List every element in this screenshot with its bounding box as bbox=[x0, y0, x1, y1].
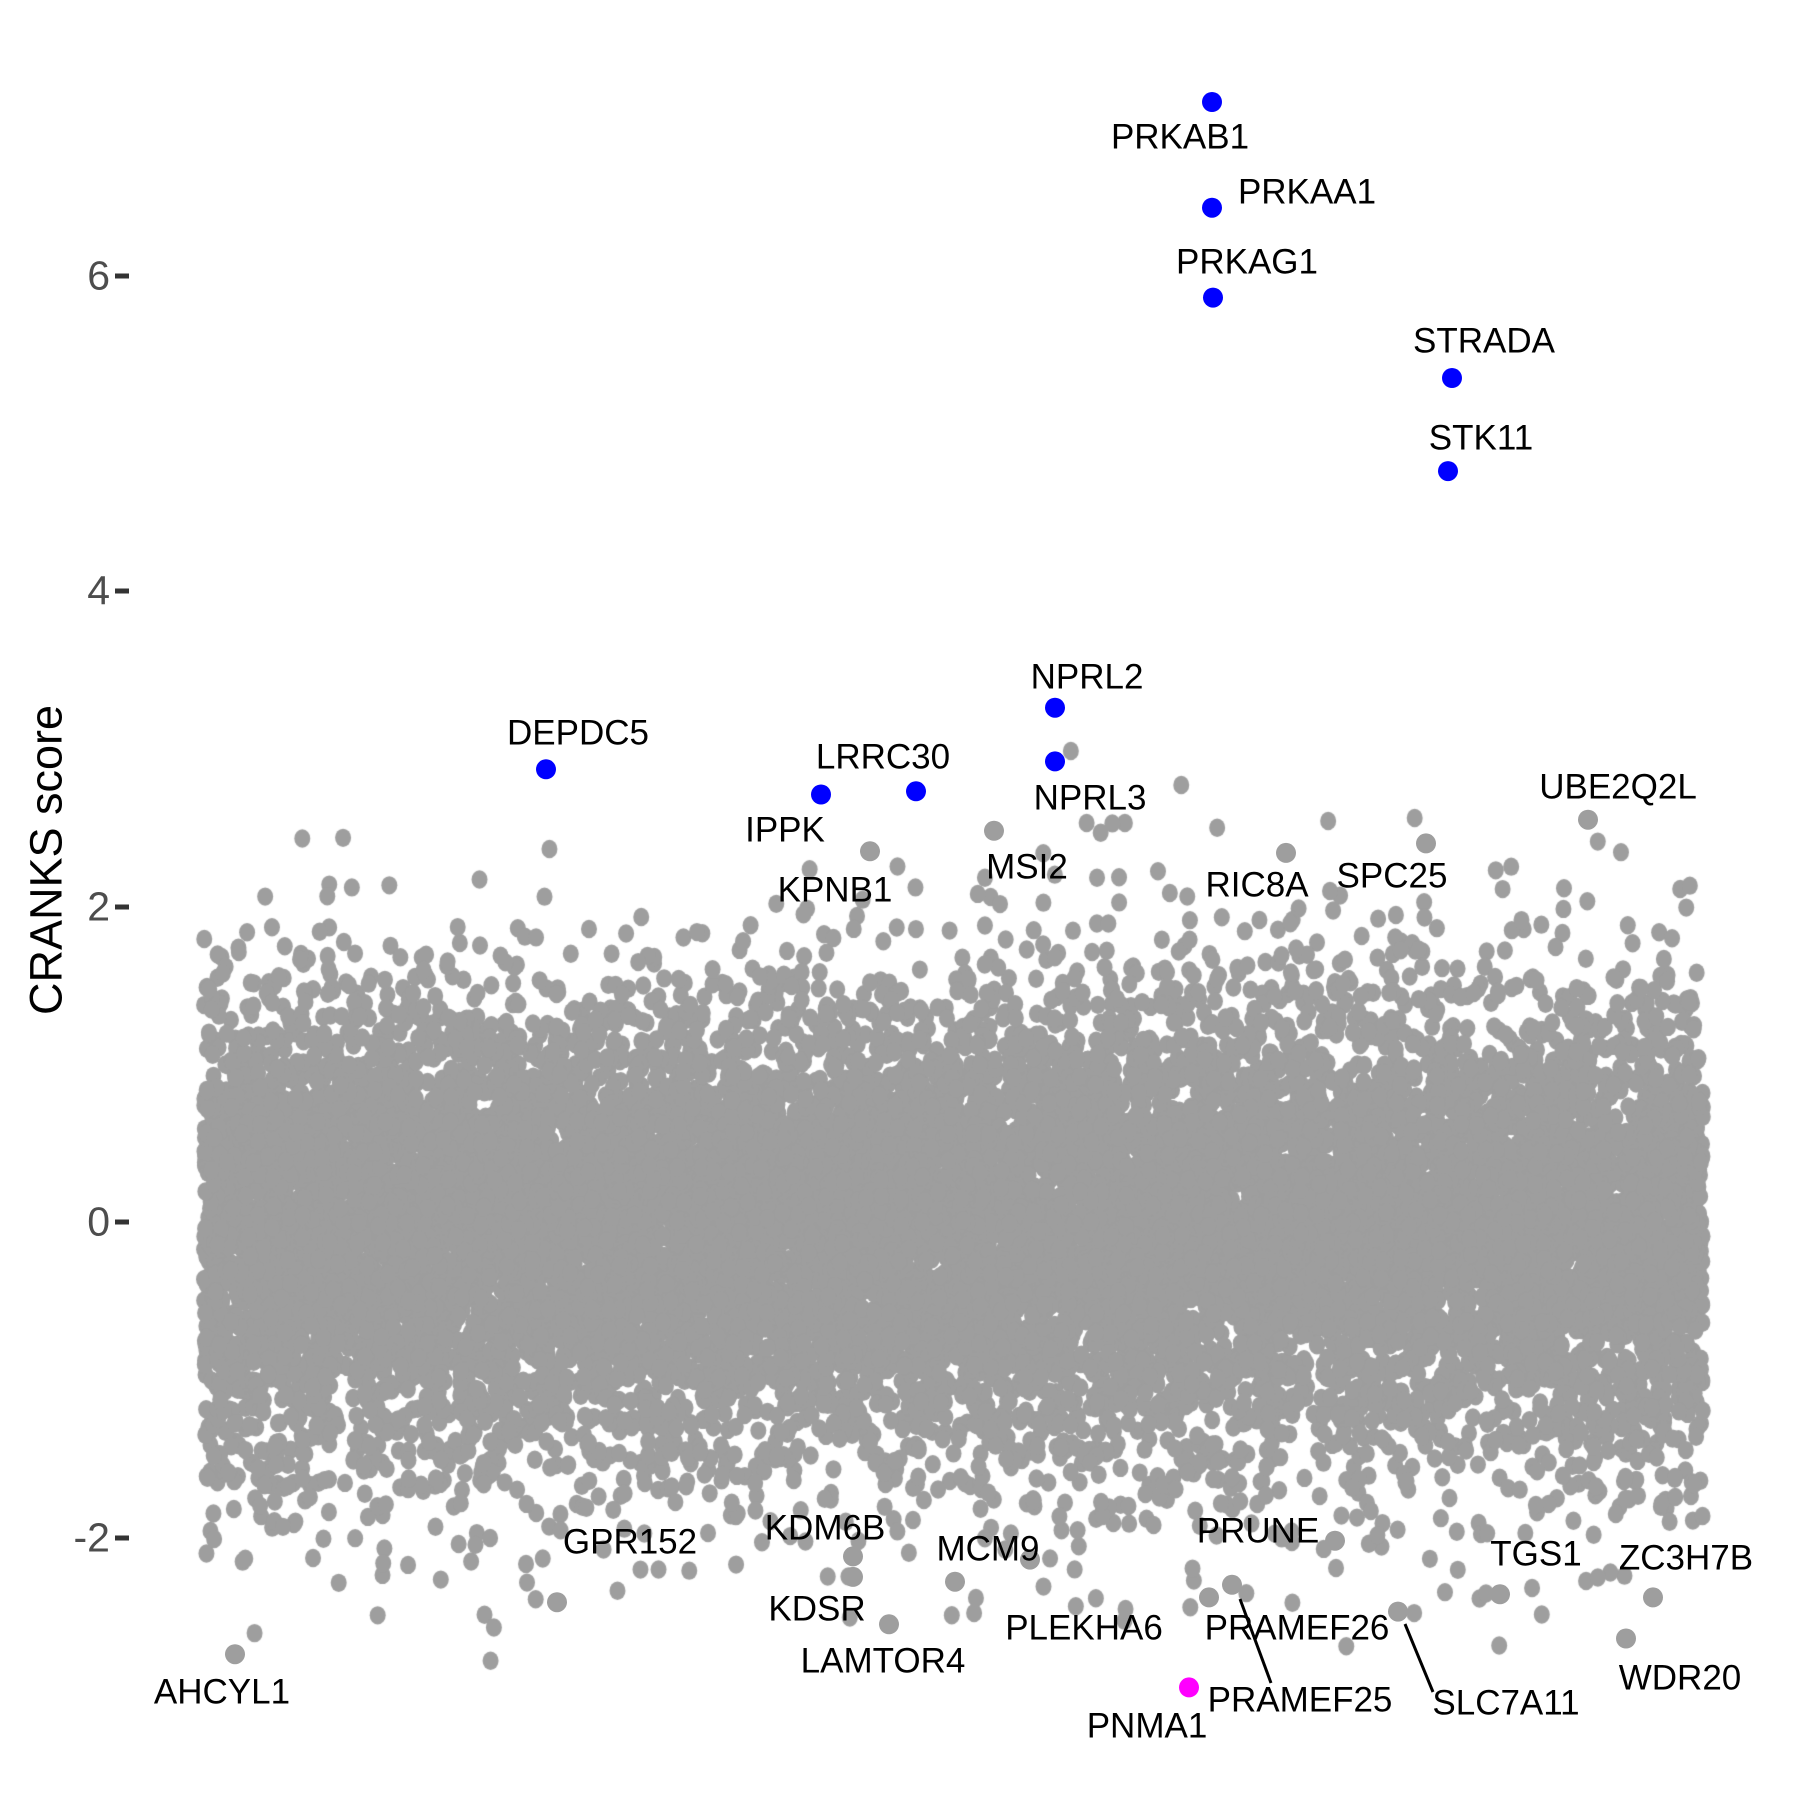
gene-point-ZC3H7B bbox=[1643, 1587, 1663, 1608]
gene-label-DEPDC5: DEPDC5 bbox=[507, 713, 649, 753]
y-tick-mark-4 bbox=[115, 588, 129, 594]
gene-label-ZC3H7B: ZC3H7B bbox=[1618, 1538, 1754, 1578]
gene-point-SPC25 bbox=[1416, 833, 1436, 854]
gene-point-KDM6B bbox=[843, 1546, 863, 1567]
gene-label-PRKAA1: PRKAA1 bbox=[1237, 172, 1377, 212]
gene-point-PRUNE bbox=[1325, 1530, 1345, 1551]
gene-label-GPR152: GPR152 bbox=[562, 1522, 698, 1562]
gene-point-TGS1 bbox=[1490, 1584, 1510, 1605]
gene-point-AHCYL1 bbox=[225, 1644, 245, 1665]
gene-label-PRKAG1: PRKAG1 bbox=[1176, 242, 1318, 282]
y-tick-mark--2 bbox=[115, 1535, 129, 1540]
gene-point-PRKAA1 bbox=[1202, 197, 1222, 218]
gene-label-NPRL3: NPRL3 bbox=[1033, 778, 1147, 818]
gene-point-LRRC30 bbox=[906, 781, 926, 802]
gene-point-PRAMEF25 bbox=[1222, 1574, 1242, 1595]
gene-point-SLC7A11 bbox=[1388, 1601, 1408, 1622]
gene-label-PRAMEF26: PRAMEF26 bbox=[1204, 1608, 1390, 1648]
gene-label-PRKAB1: PRKAB1 bbox=[1110, 117, 1250, 157]
gene-label-SLC7A11: SLC7A11 bbox=[1432, 1683, 1580, 1723]
gene-label-PLEKHA6: PLEKHA6 bbox=[1005, 1608, 1163, 1648]
gene-point-MSI2 bbox=[984, 820, 1004, 841]
y-tick-mark-2 bbox=[115, 904, 129, 909]
gene-label-KPNB1: KPNB1 bbox=[777, 870, 893, 910]
gene-label-AHCYL1: AHCYL1 bbox=[153, 1672, 291, 1712]
gene-point-KPNB1 bbox=[860, 841, 880, 862]
y-tick-label-6: 6 bbox=[87, 252, 110, 298]
gene-label-STK11: STK11 bbox=[1428, 418, 1534, 458]
gene-point-PRAMEF26 bbox=[1199, 1587, 1219, 1608]
gene-label-LAMTOR4: LAMTOR4 bbox=[800, 1641, 966, 1681]
y-tick-label-4: 4 bbox=[87, 567, 110, 614]
gene-label-SPC25: SPC25 bbox=[1336, 856, 1448, 896]
gene-point-NPRL2 bbox=[1045, 697, 1065, 718]
gene-label-STRADA: STRADA bbox=[1413, 321, 1555, 361]
gene-point-IPPK bbox=[811, 784, 831, 805]
gene-point-PNMA1 bbox=[1179, 1677, 1199, 1698]
y-tick-mark-0 bbox=[115, 1219, 129, 1225]
gene-point-PRKAG1 bbox=[1203, 287, 1223, 308]
gene-label-KDSR: KDSR bbox=[768, 1589, 866, 1629]
y-tick-label-0: 0 bbox=[87, 1198, 110, 1245]
gene-point-MCM9 bbox=[945, 1571, 965, 1592]
gene-label-MCM9: MCM9 bbox=[936, 1529, 1040, 1569]
gene-point-KDSR bbox=[843, 1566, 863, 1587]
gene-point-WDR20 bbox=[1616, 1628, 1636, 1649]
leader-line-SLC7A11 bbox=[1403, 1623, 1435, 1693]
gene-point-PLEKHA6 bbox=[1020, 1549, 1040, 1570]
gene-label-MSI2: MSI2 bbox=[986, 847, 1068, 887]
gene-point-STK11 bbox=[1438, 461, 1458, 482]
gene-point-GPR152 bbox=[547, 1592, 567, 1613]
gene-label-NPRL2: NPRL2 bbox=[1030, 657, 1144, 697]
gene-point-LAMTOR4 bbox=[879, 1614, 899, 1635]
y-tick-label-2: 2 bbox=[87, 883, 110, 929]
gene-label-PRUNE: PRUNE bbox=[1196, 1511, 1320, 1551]
gene-label-UBE2Q2L: UBE2Q2L bbox=[1539, 767, 1697, 807]
leader-line-PRAMEF25 bbox=[1238, 1598, 1273, 1684]
gene-point-PRKAB1 bbox=[1202, 92, 1222, 112]
y-tick-mark-6 bbox=[115, 273, 129, 278]
gene-point-NPRL3 bbox=[1045, 751, 1065, 772]
gene-point-DEPDC5 bbox=[536, 759, 556, 780]
gene-point-STRADA bbox=[1442, 368, 1462, 388]
gene-label-RIC8A: RIC8A bbox=[1205, 865, 1309, 905]
gene-label-LRRC30: LRRC30 bbox=[815, 737, 951, 777]
gene-point-RIC8A bbox=[1276, 842, 1296, 863]
gene-label-TGS1: TGS1 bbox=[1490, 1534, 1582, 1574]
gene-label-KDM6B: KDM6B bbox=[764, 1508, 886, 1548]
gene-point-UBE2Q2L bbox=[1578, 809, 1598, 830]
gene-label-WDR20: WDR20 bbox=[1618, 1658, 1742, 1698]
gene-label-PRAMEF25: PRAMEF25 bbox=[1207, 1680, 1393, 1720]
y-tick-label--2: -2 bbox=[73, 1514, 110, 1560]
gene-label-PNMA1: PNMA1 bbox=[1086, 1706, 1208, 1746]
gene-label-IPPK: IPPK bbox=[745, 810, 825, 850]
